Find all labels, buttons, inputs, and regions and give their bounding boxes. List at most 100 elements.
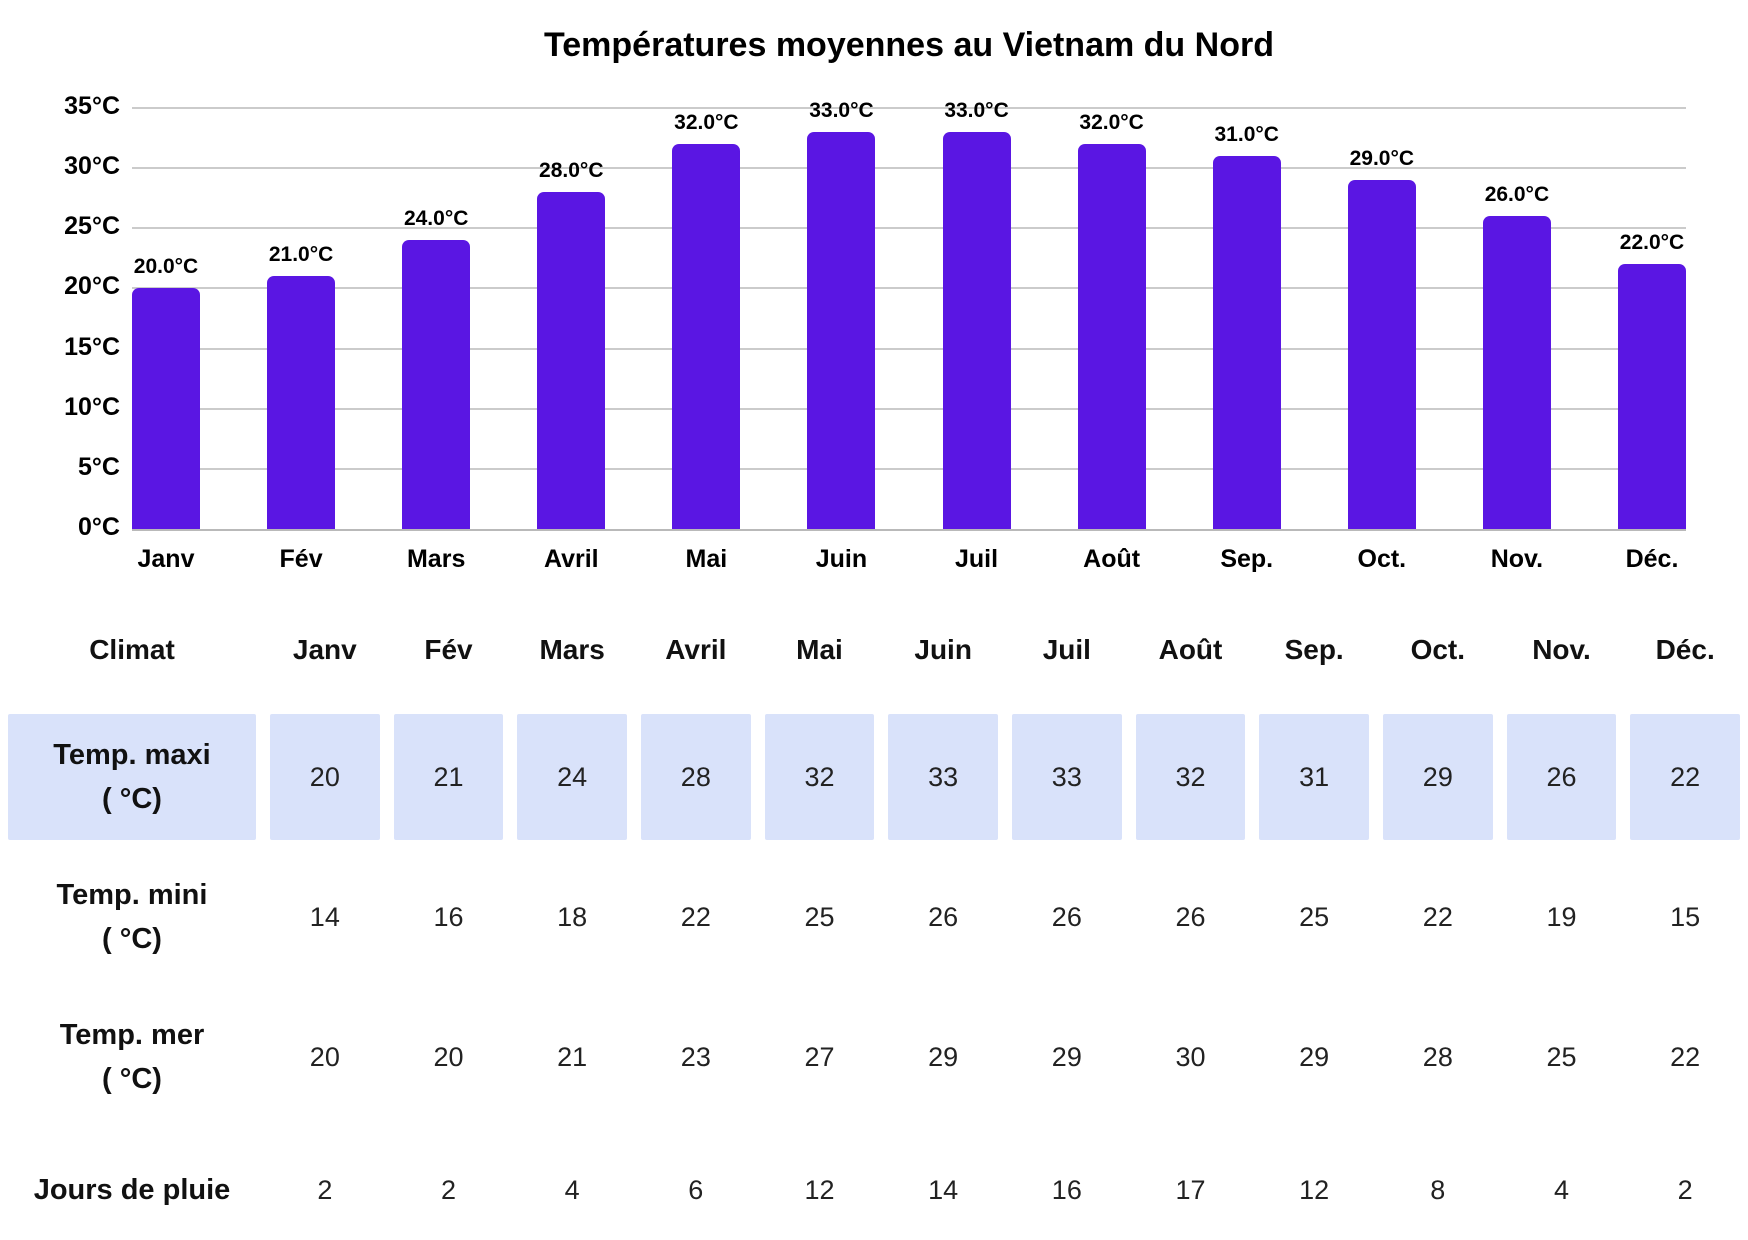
table-cell: 24 <box>517 714 627 840</box>
table-cell: 14 <box>309 901 340 932</box>
x-axis-month-label: Déc. <box>1625 545 1679 573</box>
table-cell: 20 <box>270 714 380 840</box>
table-row-header: Temp. mer ( °C) <box>8 994 256 1120</box>
table-data-row: Temp. mer ( °C) 20 20 21 23 27 29 29 30 29 28 25 22 <box>8 994 1740 1120</box>
table-cell: 23 <box>680 1041 711 1072</box>
table-cell: 25 <box>1546 1041 1577 1072</box>
table-cell: 33 <box>888 714 998 840</box>
table-cell: 22 <box>1630 714 1740 840</box>
row-label-line1: Temp. mer <box>59 1019 205 1051</box>
table-cell: 32 <box>1135 714 1246 840</box>
table-cell: 16 <box>433 901 464 932</box>
bar-value-label: 32.0°C <box>674 111 739 135</box>
table-cell: 12 <box>1299 1174 1330 1205</box>
table-month-header: Mars <box>539 634 605 665</box>
bar-value-label: 32.0°C <box>1079 111 1144 135</box>
gridline <box>132 107 1686 109</box>
x-axis-month-label: Juin <box>815 545 868 573</box>
bar-value-label: 33.0°C <box>944 99 1009 123</box>
table-data-row: Temp. maxi( °C) 20 21 24 28 32 33 33 32 31 29 26 22 <box>8 714 1740 840</box>
x-axis-month-label: Janv <box>137 545 195 573</box>
table-cell: 2 <box>1677 1174 1693 1205</box>
table-month-header: Sep. <box>1284 634 1344 665</box>
table-cell: 33 <box>1011 714 1122 840</box>
bar-value-label: 28.0°C <box>539 159 604 183</box>
table-data-row: Jours de pluie 2 2 4 6 12 14 16 17 12 8 4 2 <box>8 1140 1740 1240</box>
row-label-line2: ( °C) <box>102 923 162 955</box>
table-cell: 21 <box>393 714 504 840</box>
table-header-row: Climat Janv Fév Mars Avril Mai Juin Juil Août Sep… <box>8 615 1740 685</box>
table-cell: 2 <box>440 1174 456 1205</box>
table-cell: 27 <box>804 1041 835 1072</box>
table-cell: 30 <box>1175 1041 1206 1072</box>
x-axis-month-label: Sep. <box>1220 545 1274 573</box>
gridline <box>132 287 1686 290</box>
temperature-bar <box>132 288 200 529</box>
table-cell: 22 <box>680 901 711 932</box>
x-axis-month-label: Mars <box>406 545 466 573</box>
bar-value-label: 20.0°C <box>133 255 199 279</box>
table-cell: 12 <box>804 1174 835 1205</box>
table-cell: 28 <box>640 714 751 840</box>
table-cell: 29 <box>1382 714 1493 840</box>
x-axis-month-label: Fév <box>279 545 323 573</box>
x-axis-month-label: Nov. <box>1490 545 1544 573</box>
table-cell: 19 <box>1546 901 1577 932</box>
row-label-line1: Jours de pluie <box>33 1174 231 1206</box>
y-axis-tick-label: 5°C <box>78 452 120 481</box>
y-axis-tick-label: 10°C <box>64 392 120 421</box>
temperature-bar <box>942 132 1011 529</box>
table-cell: 8 <box>1430 1174 1446 1205</box>
table-cell: 20 <box>433 1041 464 1072</box>
x-axis-month-label: Mai <box>685 545 728 573</box>
table-cell: 4 <box>564 1174 580 1205</box>
temperature-bar <box>1482 216 1551 529</box>
y-axis-tick-label: 15°C <box>64 332 120 361</box>
table-cell: 25 <box>804 901 835 932</box>
table-cell: 32 <box>764 714 875 840</box>
table-cell: 20 <box>309 1041 340 1072</box>
temperature-bar <box>402 240 471 529</box>
temperature-bar <box>1618 264 1686 529</box>
temperature-bar <box>1347 180 1416 529</box>
table-corner-label: Climat <box>89 634 175 665</box>
x-axis-month-label: Avril <box>543 545 599 573</box>
bar-value-label: 29.0°C <box>1349 147 1415 171</box>
table-month-header: Oct. <box>1410 634 1466 665</box>
table-cell: 26 <box>1051 901 1082 932</box>
table-month-header: Juil <box>1042 634 1091 665</box>
bar-value-label: 24.0°C <box>403 207 469 231</box>
table-cell: 4 <box>1553 1174 1569 1205</box>
gridline <box>132 467 1686 470</box>
table-month-header: Août <box>1158 634 1223 665</box>
table-cell: 29 <box>1299 1041 1330 1072</box>
gridline <box>132 167 1686 170</box>
x-axis-month-label: Juil <box>954 545 999 573</box>
bar-value-label: 26.0°C <box>1484 183 1550 207</box>
row-label-line2: ( °C) <box>102 1063 162 1095</box>
table-cell: 28 <box>1422 1041 1453 1072</box>
table-cell: 6 <box>688 1174 704 1205</box>
bar-chart-plot-area: 0°C 5°C 10°C 15°C 20°C 25°C 30°C 35°C 20.0°C Janv… <box>64 92 1686 573</box>
table-data-row: Temp. mini ( °C) 14 16 18 22 25 26 26 26 25 22 19 15 <box>8 854 1740 980</box>
y-axis-tick-label: 35°C <box>64 92 120 120</box>
table-month-header: Juin <box>914 634 972 665</box>
table-row-header: Temp. mini ( °C) <box>8 854 256 980</box>
table-month-header: Nov. <box>1532 634 1591 665</box>
table-month-header: Fév <box>424 634 473 665</box>
temperature-bar <box>1212 156 1281 529</box>
temperature-bar <box>537 192 606 529</box>
y-axis-tick-label: 0°C <box>78 513 120 541</box>
temperature-bar <box>672 144 741 529</box>
table-cell: 17 <box>1175 1174 1206 1205</box>
table-month-header: Janv <box>292 634 357 665</box>
x-axis-month-label: Oct. <box>1357 545 1407 573</box>
table-cell: 29 <box>928 1041 959 1072</box>
bar-value-label: 22.0°C <box>1619 231 1685 255</box>
gridline <box>132 347 1686 350</box>
table-cell: 14 <box>928 1174 959 1205</box>
table-month-header: Mai <box>796 634 843 665</box>
temperature-bar <box>1077 144 1146 529</box>
table-cell: 29 <box>1051 1041 1082 1072</box>
